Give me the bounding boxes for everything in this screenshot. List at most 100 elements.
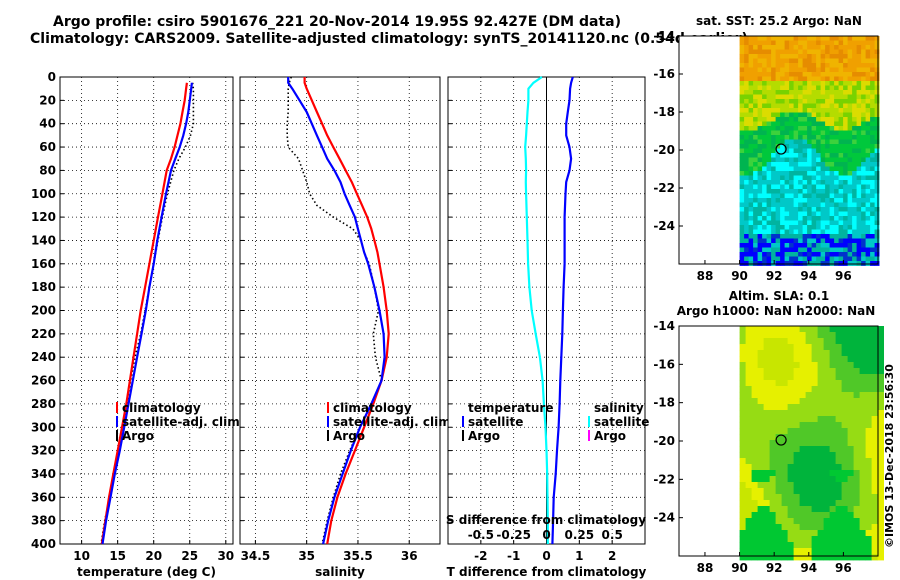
heatmap-cell — [769, 458, 776, 465]
heatmap-cell — [870, 58, 875, 64]
heatmap-cell — [757, 548, 764, 555]
heatmap-cell — [871, 548, 878, 555]
heatmap-cell — [834, 99, 839, 104]
heatmap-cell — [829, 368, 836, 375]
heatmap-cell — [856, 184, 862, 190]
heatmap-cell — [859, 476, 866, 483]
heatmap-cell — [825, 94, 830, 100]
heatmap-cell — [859, 500, 866, 507]
heatmap-cell — [753, 166, 758, 172]
heatmap-cell — [739, 446, 746, 453]
heatmap-cell — [856, 49, 862, 55]
heatmap-cell — [771, 72, 776, 77]
heatmap-cell — [781, 362, 788, 369]
heatmap-cell — [834, 117, 839, 122]
heatmap-cell — [835, 536, 842, 543]
heatmap-cell — [820, 216, 826, 221]
heatmap-cell — [847, 256, 853, 262]
heatmap-cell — [751, 380, 758, 387]
heatmap-cell — [802, 234, 808, 239]
heatmap-cell — [787, 542, 794, 549]
heatmap-cell — [835, 392, 842, 399]
heatmap-cell — [798, 247, 803, 253]
heatmap-cell — [853, 428, 860, 435]
heatmap-cell — [771, 67, 776, 73]
y-tick-label: 360 — [31, 490, 56, 504]
heatmap-cell — [877, 554, 884, 561]
heatmap-cell — [798, 225, 803, 230]
heatmap-cell — [861, 207, 866, 212]
heatmap-cell — [757, 368, 764, 375]
heatmap-cell — [805, 554, 812, 561]
heatmap-cell — [859, 368, 866, 375]
heatmap-cell — [829, 416, 836, 423]
heatmap-cell — [856, 261, 862, 266]
heatmap-cell — [753, 126, 758, 131]
heatmap-cell — [780, 157, 785, 163]
heatmap-cell — [793, 103, 799, 109]
heatmap-cell — [856, 112, 862, 118]
heatmap-cell — [757, 157, 763, 163]
x-tick-label: 92 — [766, 269, 783, 283]
heatmap-cell — [841, 332, 848, 339]
heatmap-cell — [835, 494, 842, 501]
heatmap-cell — [835, 416, 842, 423]
heatmap-cell — [744, 40, 749, 46]
heatmap-cell — [835, 530, 842, 537]
heatmap-cell — [739, 112, 745, 118]
heatmap-cell — [748, 81, 754, 86]
heatmap-cell — [856, 198, 862, 203]
heatmap-cell — [877, 410, 884, 417]
heatmap-cell — [757, 500, 764, 507]
heatmap-cell — [865, 536, 872, 543]
heatmap-cell — [805, 452, 812, 459]
heatmap-cell — [739, 58, 745, 64]
heatmap-cell — [877, 494, 884, 501]
heatmap-cell — [874, 207, 880, 212]
heatmap-cell — [766, 67, 772, 73]
heatmap-cell — [816, 63, 821, 68]
heatmap-cell — [781, 398, 788, 405]
heatmap-cell — [802, 63, 808, 68]
x-tick-label: -2 — [474, 549, 487, 563]
heatmap-cell — [838, 144, 844, 149]
heatmap-cell — [811, 380, 818, 387]
heatmap-cell — [757, 416, 764, 423]
heatmap-cell — [847, 252, 853, 257]
heatmap-cell — [793, 368, 800, 375]
heatmap-cell — [865, 112, 871, 118]
heatmap-cell — [834, 72, 839, 77]
heatmap-cell — [757, 494, 764, 501]
heatmap-cell — [802, 139, 808, 145]
heatmap-cell — [745, 518, 752, 525]
heatmap-cell — [838, 85, 844, 91]
heatmap-cell — [762, 99, 767, 104]
heatmap-cell — [859, 506, 866, 513]
heatmap-cell — [802, 229, 808, 235]
heatmap-cell — [874, 135, 880, 140]
heatmap-cell — [753, 157, 758, 163]
heatmap-cell — [757, 76, 763, 82]
heatmap-cell — [789, 225, 794, 230]
heatmap-cell — [744, 157, 749, 163]
heatmap-cell — [757, 252, 763, 257]
heatmap-cell — [817, 554, 824, 561]
heatmap-cell — [802, 247, 808, 253]
heatmap-cell — [739, 216, 745, 221]
heatmap-cell — [807, 121, 812, 127]
heatmap-cell — [739, 144, 745, 149]
heatmap-cell — [766, 216, 772, 221]
heatmap-cell — [793, 422, 800, 429]
heatmap-cell — [829, 99, 835, 104]
heatmap-cell — [744, 90, 749, 95]
heatmap-cell — [829, 386, 836, 393]
heatmap-cell — [823, 434, 830, 441]
heatmap-cell — [870, 63, 875, 68]
heatmap-cell — [739, 238, 745, 244]
heatmap-cell — [762, 85, 767, 91]
heatmap-cell — [763, 392, 770, 399]
heatmap-cell — [744, 175, 749, 181]
heatmap-cell — [793, 135, 799, 140]
heatmap-cell — [780, 247, 785, 253]
heatmap-cell — [859, 494, 866, 501]
